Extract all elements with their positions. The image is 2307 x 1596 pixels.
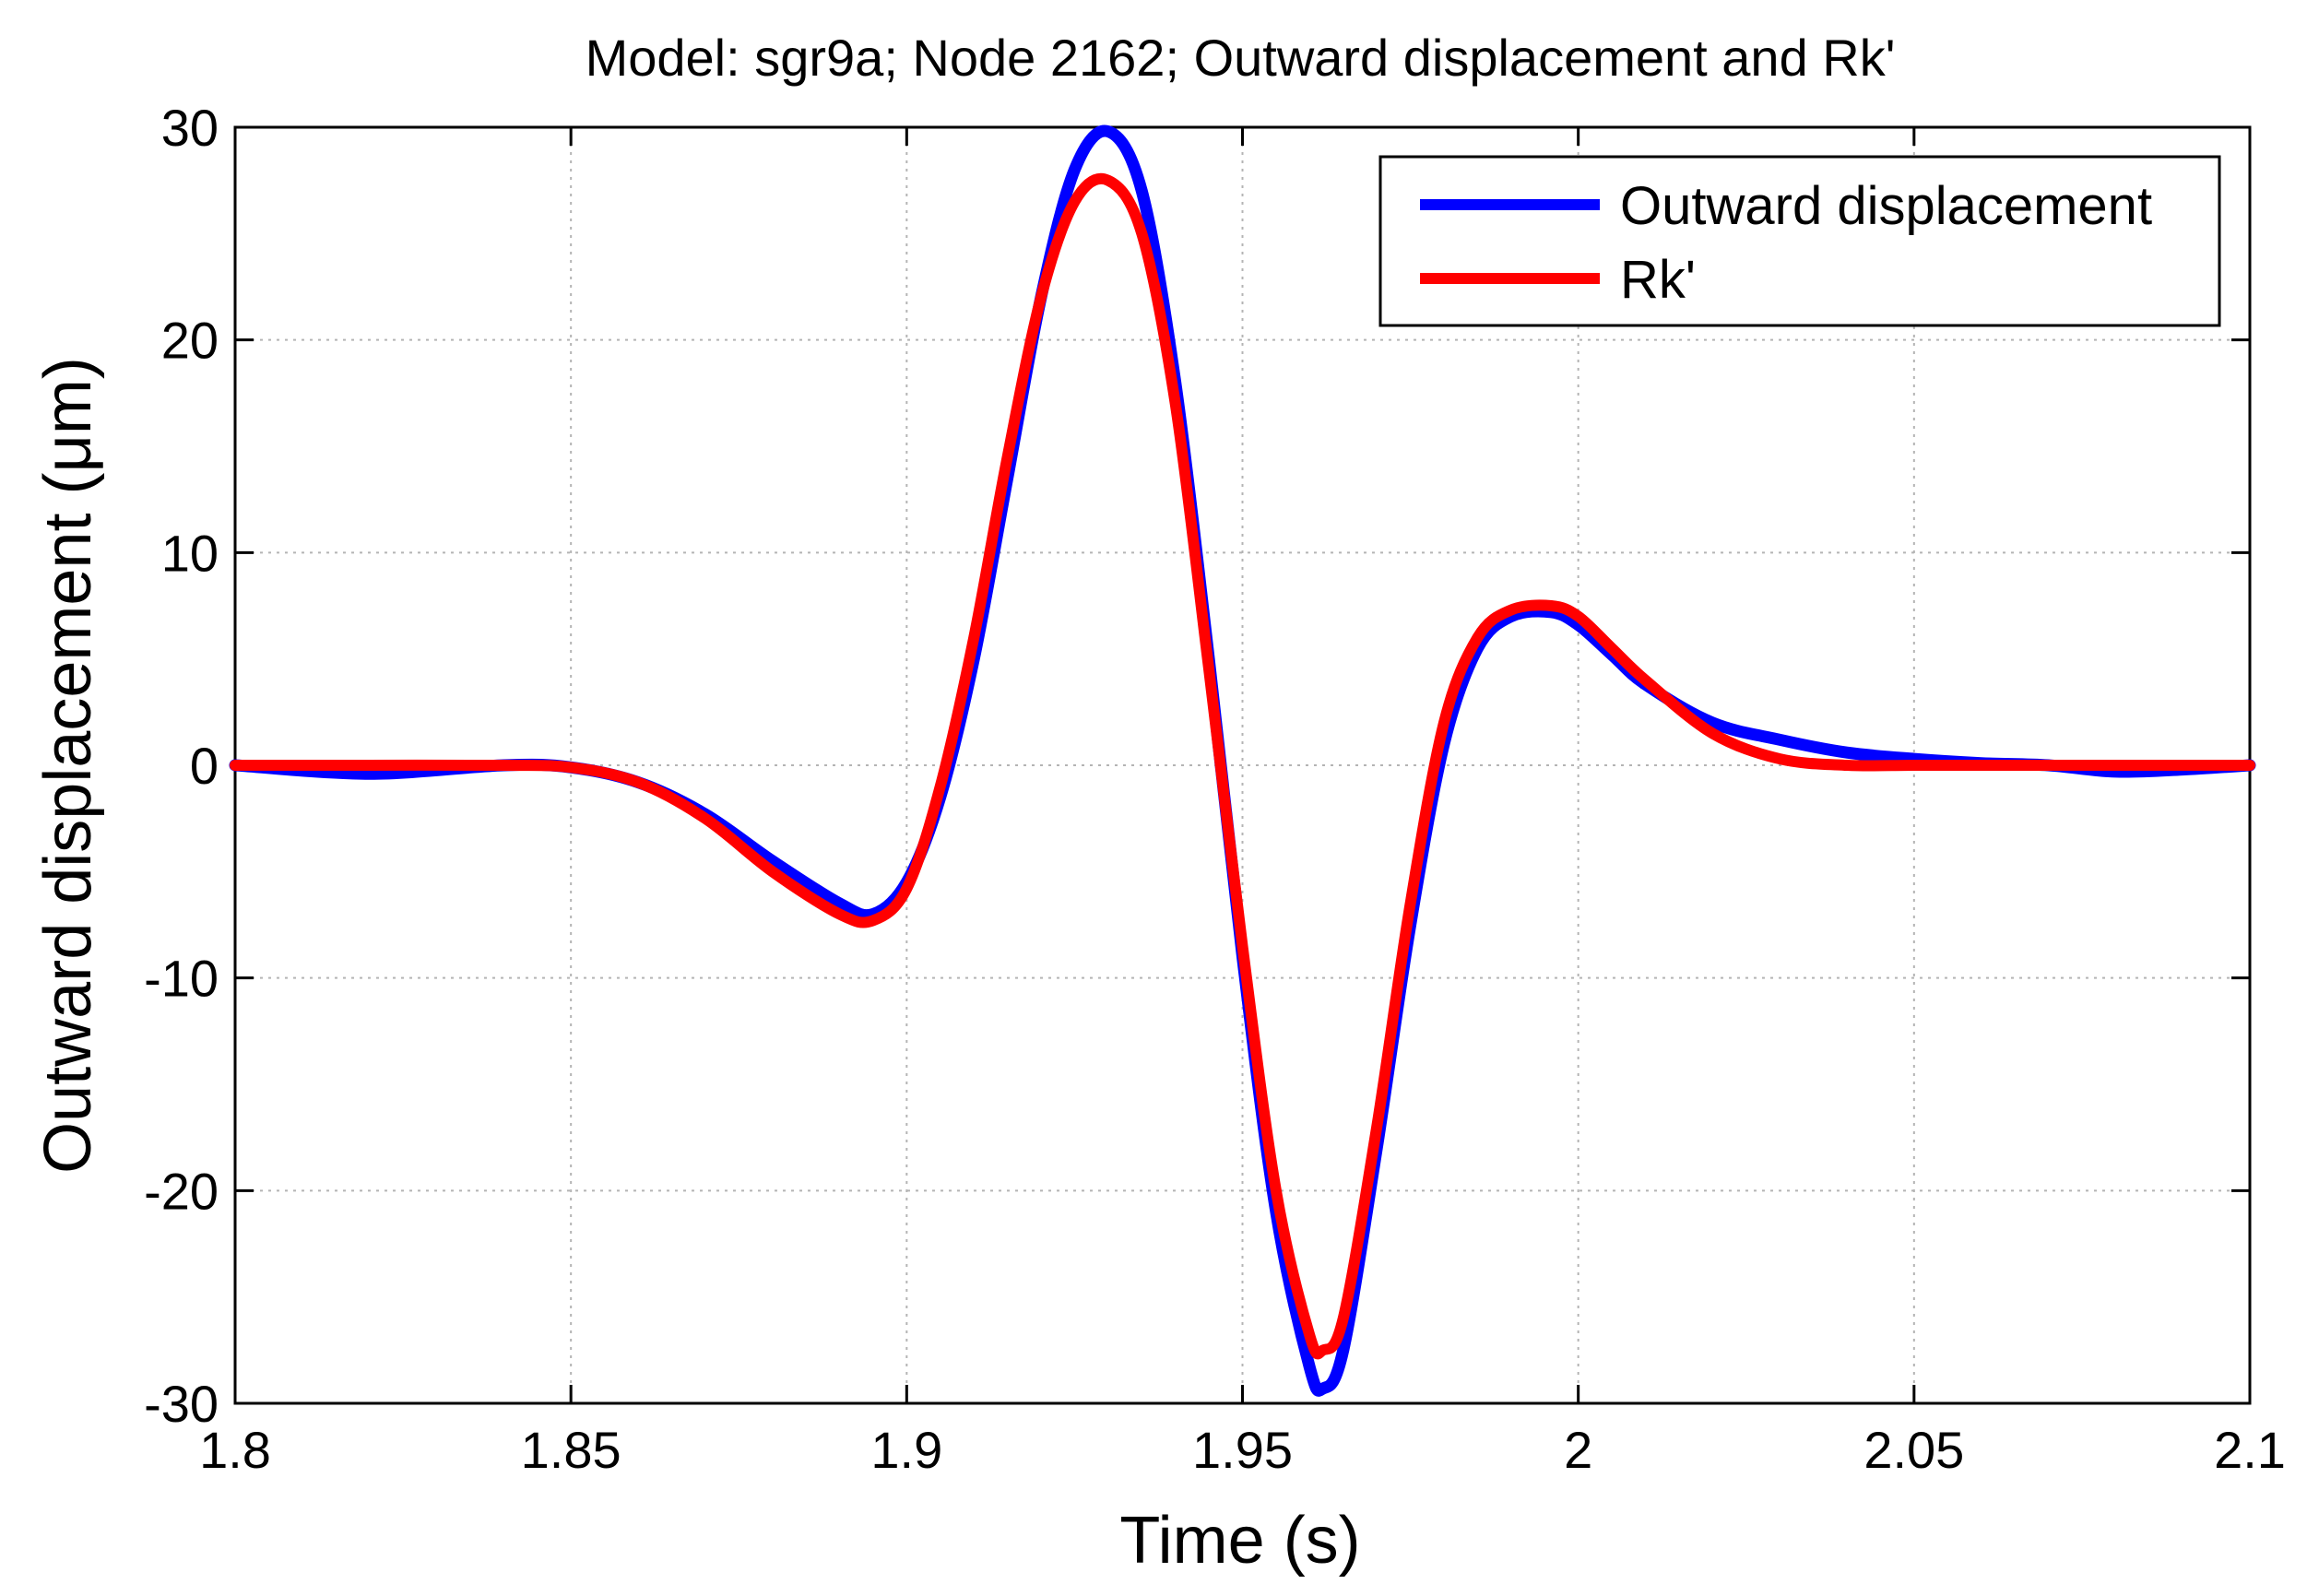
y-tick-label: 20 [161,312,219,370]
series-line-rk-prime [230,172,2255,1360]
x-tick-label: 1.95 [1192,1421,1293,1479]
y-tick-label: -10 [144,950,219,1008]
series-lines [229,124,2256,1397]
y-tick-label: 30 [161,99,219,157]
legend-box [1378,155,2221,327]
legend-label-outward-displacement: Outward displacement [1620,176,2152,236]
legend: Outward displacement Rk' [1378,155,2221,327]
y-tick-label: 10 [161,524,219,582]
x-tick-label: 1.85 [521,1421,621,1479]
y-tick-label: -30 [144,1375,219,1433]
axis-ticks: 1.8 1.85 1.9 1.95 2 2.05 2.1 -30 -20 -10 0 10 20 30 [144,99,2286,1479]
x-tick-label: 2.05 [1863,1421,1964,1479]
x-tick-label: 1.9 [870,1421,942,1479]
y-tick-label: 0 [190,737,219,795]
x-axis-label: Time (s) [1119,1504,1360,1578]
x-tick-label: 2.1 [2214,1421,2286,1479]
chart-title: Model: sgr9a; Node 2162; Outward displac… [586,29,1896,87]
x-tick-label: 2 [1564,1421,1592,1479]
legend-label-rk-prime: Rk' [1620,250,1696,310]
y-axis-label: Outward displacement (μm) [31,357,105,1174]
x-tick-label: 1.8 [199,1421,271,1479]
y-tick-label: -20 [144,1162,219,1220]
